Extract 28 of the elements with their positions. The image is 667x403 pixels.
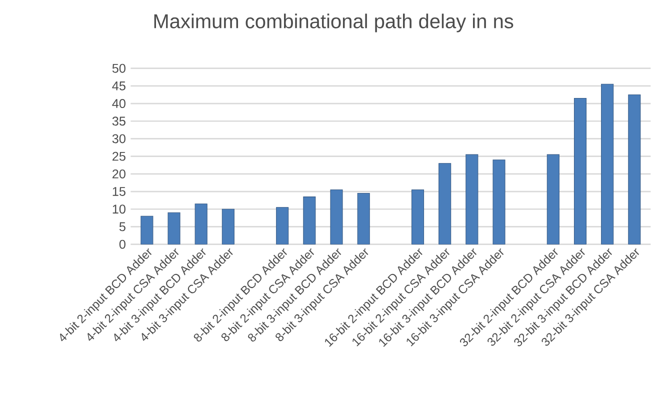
bar bbox=[357, 193, 370, 244]
chart-title: Maximum combinational path delay in ns bbox=[154, 14, 514, 32]
y-tick-label: 40 bbox=[112, 99, 126, 108]
bar bbox=[601, 84, 614, 244]
bar bbox=[438, 163, 452, 244]
bar bbox=[574, 98, 587, 244]
bar bbox=[222, 208, 234, 244]
bar bbox=[628, 94, 641, 244]
y-tick-label: 35 bbox=[112, 116, 126, 126]
y-tick-label: 25 bbox=[112, 152, 126, 161]
y-tick-label: 5 bbox=[119, 222, 126, 232]
bar bbox=[411, 189, 424, 244]
y-tick-label: 30 bbox=[112, 134, 126, 144]
bar bbox=[303, 196, 316, 244]
bar bbox=[276, 207, 289, 244]
bar bbox=[546, 154, 560, 244]
y-tick-label: 45 bbox=[112, 82, 126, 90]
y-tick-label: 15 bbox=[112, 187, 126, 196]
bar bbox=[194, 204, 208, 244]
y-tick-label: 10 bbox=[112, 204, 126, 214]
bar bbox=[168, 212, 180, 244]
bar bbox=[492, 160, 506, 244]
y-tick-label: 50 bbox=[112, 64, 126, 73]
bar bbox=[330, 189, 343, 244]
bar bbox=[466, 154, 478, 244]
bar bbox=[140, 216, 154, 244]
y-tick-label: 0 bbox=[119, 240, 126, 249]
y-tick-label: 20 bbox=[112, 169, 126, 178]
